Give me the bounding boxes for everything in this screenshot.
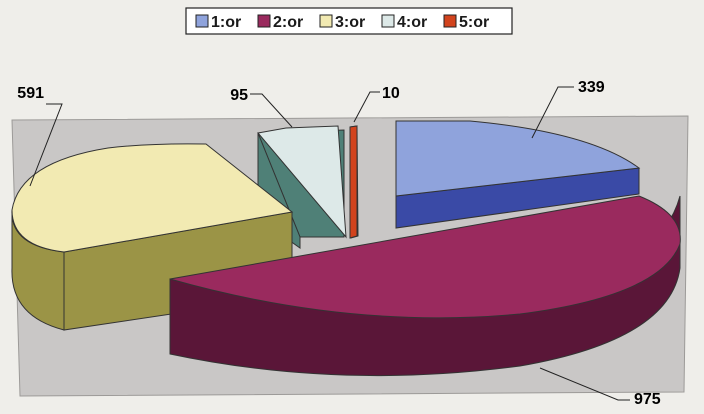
legend-swatch-5	[443, 14, 457, 28]
leader-line-2	[539, 367, 630, 401]
legend: 1:or 2:or 3:or 4:or 5:or	[185, 7, 513, 35]
legend-label-2: 2:or	[273, 14, 303, 31]
legend-label-5: 5:or	[459, 14, 489, 31]
data-label-4: 95	[230, 87, 248, 104]
legend-label-4: 4:or	[397, 14, 427, 31]
leader-line-1	[531, 86, 574, 139]
legend-swatch-2	[257, 14, 271, 28]
legend-swatch-1	[195, 14, 209, 28]
leader-line-3	[29, 103, 63, 187]
slice-top	[257, 125, 347, 239]
data-label-2: 975	[634, 391, 661, 408]
pie-slice-5	[349, 125, 359, 239]
slice-top	[169, 195, 681, 319]
leader-line-5	[353, 91, 380, 123]
legend-label-1: 1:or	[211, 14, 241, 31]
slice-top	[11, 143, 294, 253]
legend-box	[185, 7, 513, 35]
leader-line-4	[250, 93, 293, 128]
pie-slice-2	[169, 195, 681, 377]
legend-swatch-4	[381, 14, 395, 28]
data-label-3: 591	[17, 85, 44, 102]
data-labels: 339 975 591 95 10	[17, 79, 661, 408]
data-label-5: 10	[382, 85, 400, 102]
data-label-1: 339	[578, 79, 605, 96]
legend-swatch-3	[319, 14, 333, 28]
slice-top	[349, 125, 358, 239]
pie-slice-1	[395, 120, 641, 229]
slice-top	[395, 120, 641, 197]
slices	[11, 120, 681, 377]
legend-label-3: 3:or	[335, 14, 365, 31]
